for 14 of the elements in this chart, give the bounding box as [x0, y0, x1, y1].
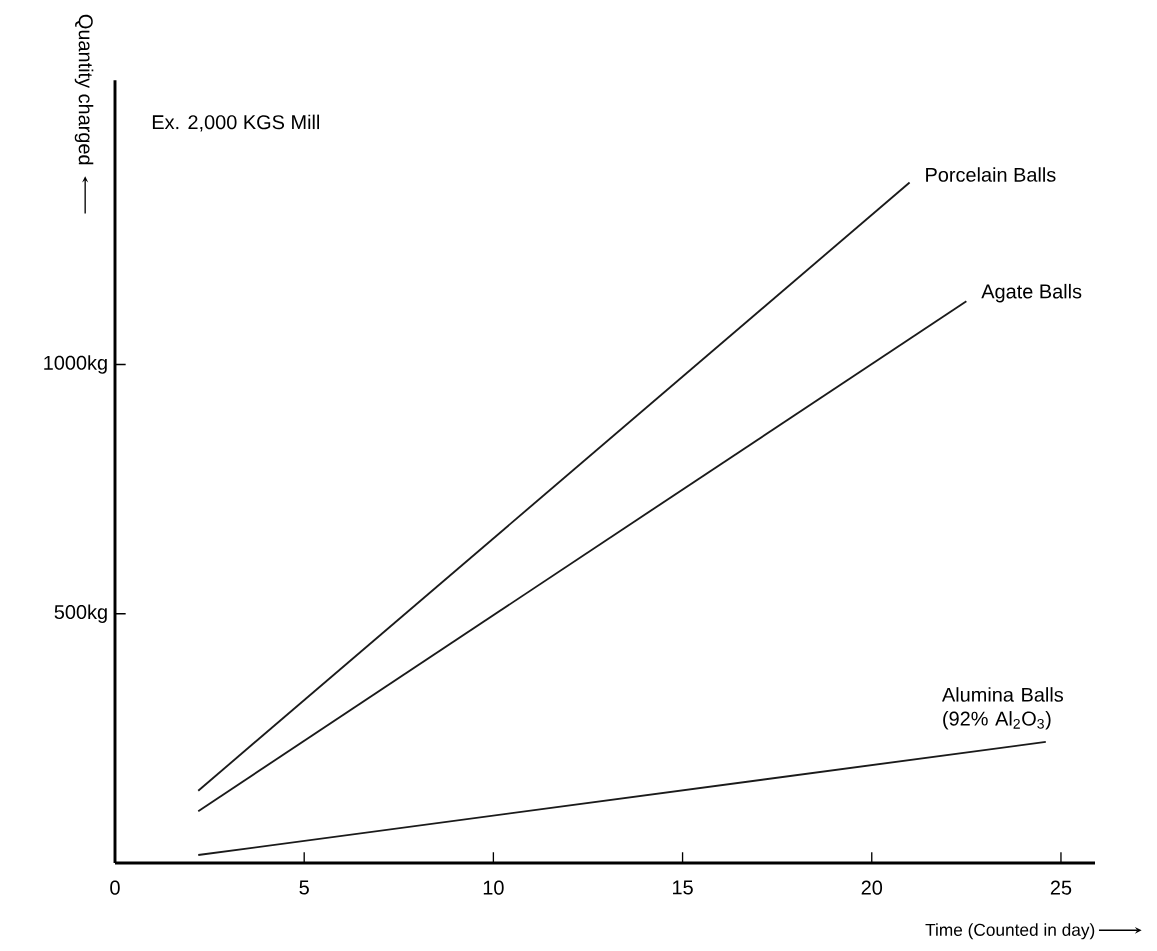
- x-tick-label: 20: [861, 880, 883, 895]
- x-tick-label: 10: [483, 880, 504, 895]
- y-tick-label: 1000kg: [44, 355, 107, 374]
- x-tick-label: 15: [673, 880, 693, 895]
- y-axis-title: Quantity charged: [74, 14, 94, 165]
- series-label: Agate Balls: [981, 283, 1082, 303]
- x-tick-label: 0: [110, 880, 120, 895]
- annotation: Ex. 2,000 KGS Mill: [152, 114, 320, 132]
- x-tick-label: 25: [1050, 880, 1072, 895]
- series-label: Alumina Balls (92% Al$_{2}$O$_{3}$): [941, 687, 1063, 730]
- y-tick-label: 500kg: [54, 604, 107, 624]
- x-axis-title: Time (Counted in day): [925, 923, 1095, 940]
- x-tick-label: 5: [299, 880, 309, 895]
- series-label: Porcelain Balls: [926, 167, 1056, 182]
